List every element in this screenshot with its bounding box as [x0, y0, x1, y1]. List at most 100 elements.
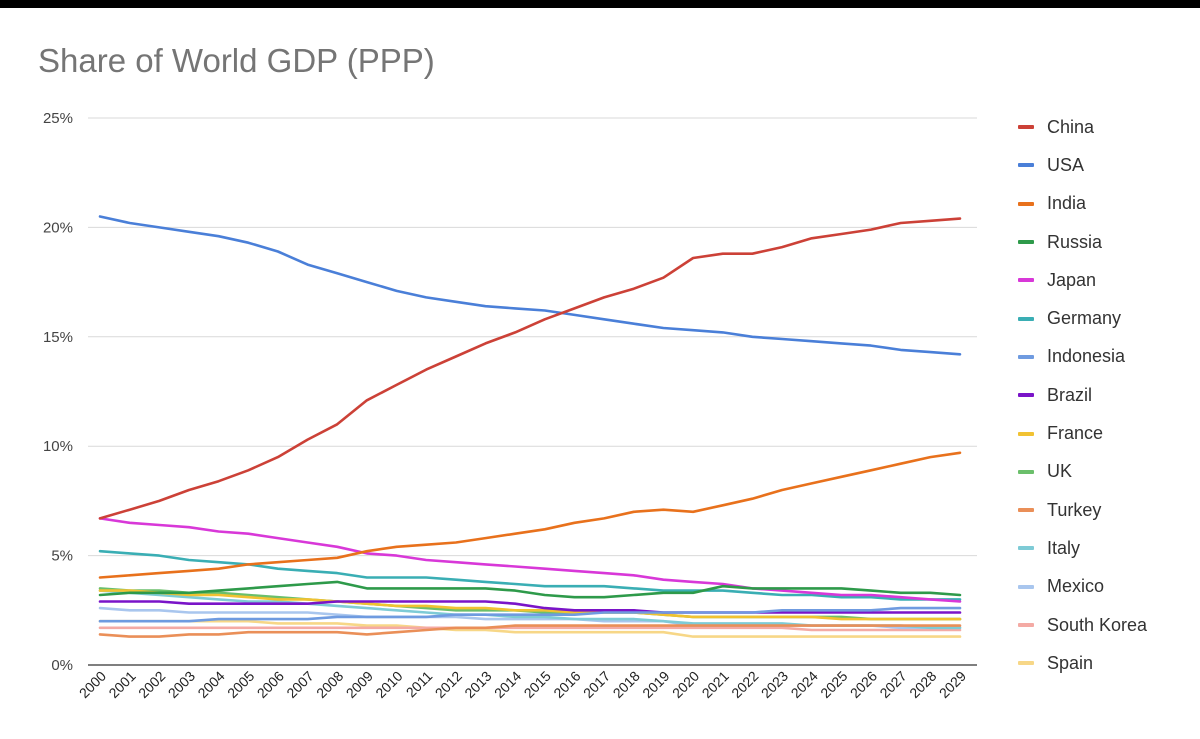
legend-swatch — [1018, 316, 1034, 321]
series-line-turkey — [98, 624, 962, 638]
legend-swatch — [1018, 546, 1034, 551]
legend-item: UK — [1018, 453, 1198, 491]
legend-item: India — [1018, 185, 1198, 223]
y-tick-label: 25% — [43, 110, 73, 127]
legend-label: Japan — [1047, 269, 1097, 290]
x-tick-label: 2025 — [817, 668, 850, 701]
x-tick-label: 2012 — [432, 668, 465, 701]
legend-label: France — [1047, 423, 1104, 444]
legend-item: Japan — [1018, 261, 1198, 299]
series-line-usa — [98, 215, 962, 356]
x-tick-label: 2023 — [758, 668, 791, 701]
series-line-china — [98, 217, 962, 520]
legend-item: Brazil — [1018, 376, 1198, 414]
x-axis-ticks: 2000200120022003200420052006200720082009… — [76, 668, 969, 701]
legend-item: Italy — [1018, 529, 1198, 567]
x-tick-label: 2021 — [699, 668, 732, 701]
x-tick-label: 2013 — [461, 668, 494, 701]
chart-title: Share of World GDP (PPP) — [38, 42, 435, 79]
x-tick-label: 2011 — [403, 668, 436, 701]
x-tick-label: 2022 — [728, 668, 761, 701]
x-tick-label: 2004 — [194, 668, 227, 701]
legend-label: USA — [1047, 154, 1085, 175]
series-line-france — [98, 589, 962, 621]
legend-label: India — [1047, 193, 1087, 214]
x-tick-label: 2026 — [847, 668, 880, 701]
y-tick-label: 20% — [43, 219, 73, 236]
legend-item: South Korea — [1018, 606, 1198, 644]
line-chart: 0%5%10%15%20%25% 20002001200220032004200… — [43, 110, 977, 701]
x-tick-label: 2027 — [876, 668, 909, 701]
x-tick-label: 2006 — [254, 668, 287, 701]
gridlines — [88, 117, 977, 666]
legend-swatch — [1018, 431, 1034, 436]
x-tick-label: 2024 — [788, 668, 821, 701]
x-tick-label: 2010 — [372, 668, 405, 701]
x-tick-label: 2019 — [639, 668, 672, 701]
legend-item: Spain — [1018, 644, 1198, 682]
y-tick-label: 5% — [51, 548, 73, 565]
legend-label: China — [1047, 116, 1095, 137]
legend-swatch — [1018, 201, 1034, 206]
series-line-spain — [98, 619, 962, 638]
legend-swatch — [1018, 163, 1034, 168]
x-tick-label: 2007 — [283, 668, 316, 701]
y-tick-label: 15% — [43, 329, 73, 346]
legend-item: China — [1018, 108, 1198, 146]
x-tick-label: 2029 — [936, 668, 969, 701]
legend-item: USA — [1018, 146, 1198, 184]
x-tick-label: 2018 — [610, 668, 643, 701]
legend-item: Russia — [1018, 223, 1198, 261]
x-tick-label: 2014 — [491, 668, 524, 701]
series-line-india — [98, 451, 962, 579]
legend-label: Mexico — [1047, 576, 1105, 597]
legend-item: Indonesia — [1018, 338, 1198, 376]
series-line-brazil — [98, 600, 962, 614]
legend-swatch — [1018, 623, 1034, 627]
legend-swatch — [1018, 584, 1034, 589]
x-tick-label: 2016 — [550, 668, 583, 701]
legend-label: Indonesia — [1047, 346, 1126, 367]
x-tick-label: 2020 — [669, 668, 702, 701]
legend-swatch — [1018, 393, 1034, 398]
legend-item: Turkey — [1018, 491, 1198, 529]
series-line-south-korea — [98, 626, 962, 632]
legend: China USA India Russia Japan Germany Indonesia… — [1018, 108, 1198, 682]
legend-swatch — [1018, 278, 1034, 283]
legend-swatch — [1018, 469, 1034, 474]
x-tick-label: 2003 — [165, 668, 198, 701]
y-axis-ticks: 0% 5% 10% 15% 20% 25% — [43, 110, 73, 674]
legend-label: South Korea — [1047, 614, 1148, 635]
legend-label: UK — [1047, 461, 1073, 482]
x-tick-label: 2028 — [906, 668, 939, 701]
x-tick-label: 2008 — [313, 668, 346, 701]
legend-item: Mexico — [1018, 568, 1198, 606]
x-tick-label: 2015 — [521, 668, 554, 701]
series-line-russia — [98, 580, 962, 599]
legend-label: Italy — [1047, 537, 1081, 558]
x-tick-label: 2001 — [105, 668, 138, 701]
legend-label: Germany — [1047, 308, 1122, 329]
top-black-bar — [0, 0, 1200, 8]
legend-swatch — [1018, 508, 1034, 513]
x-tick-label: 2005 — [224, 668, 257, 701]
legend-swatch — [1018, 240, 1034, 245]
series-line-japan — [98, 517, 962, 603]
legend-label: Turkey — [1047, 499, 1102, 520]
series-lines — [98, 215, 962, 638]
x-tick-label: 2000 — [76, 668, 109, 701]
legend-label: Spain — [1047, 652, 1094, 673]
y-tick-label: 10% — [43, 438, 73, 455]
legend-item: France — [1018, 414, 1198, 452]
series-line-indonesia — [98, 606, 962, 623]
x-tick-label: 2009 — [343, 668, 376, 701]
x-tick-label: 2017 — [580, 668, 613, 701]
legend-swatch — [1018, 125, 1034, 130]
legend-swatch — [1018, 661, 1034, 666]
legend-label: Brazil — [1047, 384, 1093, 405]
x-tick-label: 2002 — [135, 668, 168, 701]
legend-swatch — [1018, 354, 1034, 359]
legend-item: Germany — [1018, 299, 1198, 337]
y-tick-label: 0% — [51, 657, 73, 674]
legend-label: Russia — [1047, 231, 1103, 252]
